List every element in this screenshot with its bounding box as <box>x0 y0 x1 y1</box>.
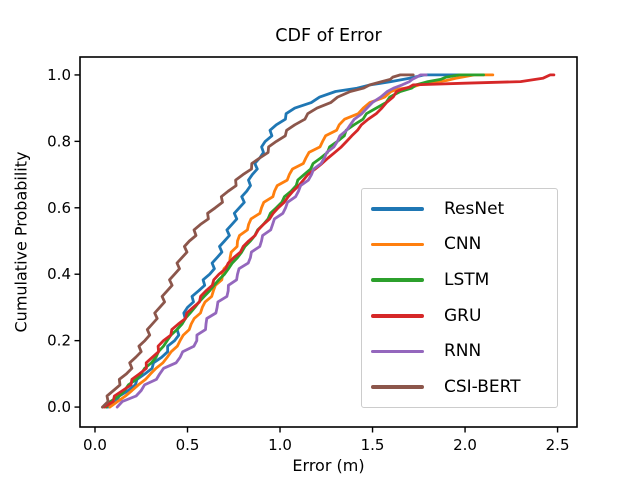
y-tick-label: 0.4 <box>47 265 71 283</box>
legend-line-swatch-gru <box>371 314 424 318</box>
legend-label-resnet: ResNet <box>444 198 505 219</box>
legend-item-gru: GRU <box>371 299 557 333</box>
y-tick-label: 0.8 <box>47 132 71 150</box>
legend-item-rnn: RNN <box>371 334 557 368</box>
series-line-csi-bert <box>101 73 415 409</box>
y-tick-label: 0.0 <box>47 398 71 416</box>
series-line-resnet <box>106 73 461 409</box>
legend-line-swatch-lstm <box>371 278 424 282</box>
legend-line-swatch-csi-bert <box>371 385 424 389</box>
x-tick-label: 1.5 <box>361 436 385 454</box>
legend: ResNet CNN LSTM GRU RNN CSI-BERT <box>361 188 558 408</box>
legend-item-csi-bert: CSI-BERT <box>371 370 557 404</box>
y-axis-label: Cumulative Probability <box>11 151 31 333</box>
x-axis-label: Error (m) <box>292 456 365 475</box>
x-tick-label: 2.5 <box>546 436 570 454</box>
legend-label-csi-bert: CSI-BERT <box>444 377 521 398</box>
y-tick-label: 0.6 <box>47 199 71 217</box>
legend-line-swatch-resnet <box>371 207 424 211</box>
legend-line-swatch-rnn <box>371 349 424 354</box>
legend-item-lstm: LSTM <box>371 263 557 297</box>
series-line-cnn <box>108 73 495 409</box>
series-line-gru <box>102 73 556 409</box>
legend-item-cnn: CNN <box>371 227 557 261</box>
axes-frame <box>79 56 578 428</box>
legend-item-resnet: ResNet <box>371 192 557 226</box>
y-tick-label: 1.0 <box>47 66 71 84</box>
legend-label-rnn: RNN <box>444 341 482 362</box>
legend-line-swatch-cnn <box>371 242 424 247</box>
chart-title: CDF of Error <box>275 26 382 46</box>
legend-label-gru: GRU <box>444 305 482 326</box>
x-tick-label: 0.0 <box>83 436 107 454</box>
series-line-rnn <box>115 73 428 409</box>
legend-label-cnn: CNN <box>444 234 482 255</box>
x-tick-label: 0.5 <box>176 436 200 454</box>
x-tick-label: 2.0 <box>453 436 477 454</box>
legend-label-lstm: LSTM <box>444 270 490 291</box>
x-tick-label: 1.0 <box>268 436 292 454</box>
y-tick-label: 0.2 <box>47 332 71 350</box>
